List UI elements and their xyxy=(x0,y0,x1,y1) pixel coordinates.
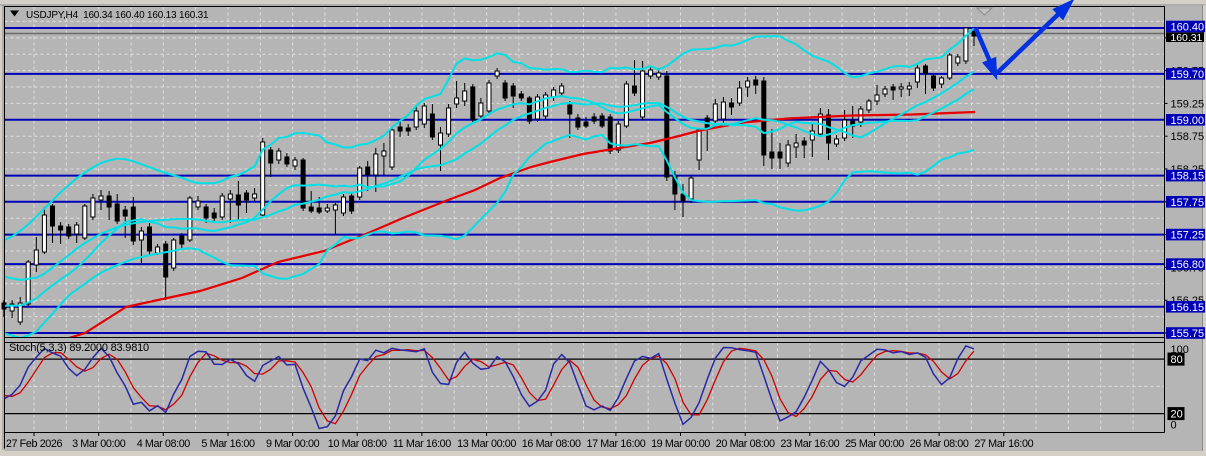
svg-text:23 Mar 16:00: 23 Mar 16:00 xyxy=(780,438,839,450)
svg-text:USDJPY,H4 160.34 160.40 160.1: USDJPY,H4 160.34 160.40 160.13 160.31 xyxy=(26,10,209,21)
svg-text:13 Mar 00:00: 13 Mar 00:00 xyxy=(457,438,516,450)
svg-text:25 Mar 00:00: 25 Mar 00:00 xyxy=(845,438,904,450)
svg-text:156.15: 156.15 xyxy=(1171,302,1205,314)
svg-text:26 Mar 08:00: 26 Mar 08:00 xyxy=(910,438,969,450)
svg-text:11 Mar 16:00: 11 Mar 16:00 xyxy=(393,438,451,450)
svg-text:4 Mar 08:00: 4 Mar 08:00 xyxy=(137,438,191,450)
svg-text:10 Mar 08:00: 10 Mar 08:00 xyxy=(328,438,387,450)
svg-text:5 Mar 16:00: 5 Mar 16:00 xyxy=(201,438,255,450)
svg-text:16 Mar 08:00: 16 Mar 08:00 xyxy=(522,438,581,450)
svg-text:3 Mar 00:00: 3 Mar 00:00 xyxy=(72,438,126,450)
svg-text:157.25: 157.25 xyxy=(1171,230,1205,242)
svg-text:159.25: 159.25 xyxy=(1171,98,1205,110)
svg-text:160.31: 160.31 xyxy=(1171,33,1203,44)
svg-text:159.70: 159.70 xyxy=(1171,69,1205,81)
svg-text:158.75: 158.75 xyxy=(1171,131,1205,143)
svg-text:27 Feb 2026: 27 Feb 2026 xyxy=(6,438,63,450)
svg-text:20 Mar 08:00: 20 Mar 08:00 xyxy=(716,438,775,450)
svg-text:157.75: 157.75 xyxy=(1171,197,1205,209)
svg-text:156.80: 156.80 xyxy=(1171,259,1205,271)
svg-text:27 Mar 16:00: 27 Mar 16:00 xyxy=(974,438,1033,450)
svg-text:159.00: 159.00 xyxy=(1171,115,1205,127)
svg-text:9 Mar 00:00: 9 Mar 00:00 xyxy=(266,438,320,450)
svg-text:Stoch(5,3,3) 89.2000 83.9810: Stoch(5,3,3) 89.2000 83.9810 xyxy=(9,342,149,354)
svg-text:19 Mar 00:00: 19 Mar 00:00 xyxy=(651,438,710,450)
svg-text:160.40: 160.40 xyxy=(1171,22,1205,34)
svg-text:158.15: 158.15 xyxy=(1171,171,1205,183)
svg-text:20: 20 xyxy=(1171,409,1183,421)
svg-text:0: 0 xyxy=(1171,420,1177,432)
svg-text:17 Mar 16:00: 17 Mar 16:00 xyxy=(586,438,645,450)
svg-text:155.75: 155.75 xyxy=(1171,328,1205,340)
svg-text:80: 80 xyxy=(1171,354,1183,366)
